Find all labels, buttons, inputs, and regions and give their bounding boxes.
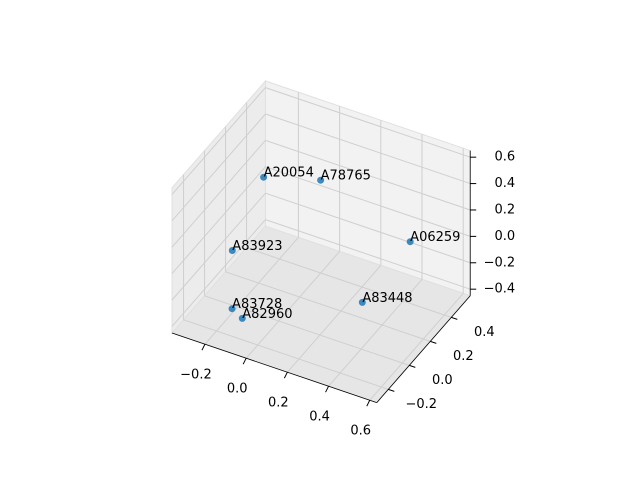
x-tick-label: 0.6	[350, 424, 371, 439]
y-tick	[409, 364, 416, 368]
x-tick	[283, 371, 288, 379]
grid-line	[246, 247, 452, 318]
grid-line	[225, 271, 431, 342]
grid-line	[171, 113, 266, 222]
grid-line	[286, 265, 382, 373]
x-tick	[325, 385, 330, 393]
z-tick-label: 0.2	[495, 202, 516, 217]
point	[358, 298, 366, 306]
z-tick-label: −0.4	[484, 282, 516, 297]
point	[228, 305, 236, 313]
grid-line	[265, 87, 471, 158]
z-tick-label: 0.0	[495, 229, 516, 244]
grid-line	[369, 293, 464, 401]
grid-line	[245, 251, 340, 359]
x-tick-label: 0.0	[227, 382, 248, 397]
grid-line	[265, 166, 471, 237]
grid-line	[171, 87, 266, 195]
x-tick-label: 0.2	[268, 396, 289, 411]
y-tick-label: −0.2	[406, 397, 438, 412]
x-tick	[201, 343, 206, 351]
grid-line	[183, 319, 389, 390]
point-label: A82960	[242, 307, 292, 322]
y-tick-label: 0.4	[474, 325, 495, 340]
point-label: A83728	[232, 297, 282, 312]
y-tick	[388, 388, 395, 392]
grid-line	[171, 166, 266, 274]
y-tick	[430, 340, 437, 344]
point	[228, 247, 236, 254]
grid-line	[265, 219, 471, 290]
grid-line	[265, 113, 471, 185]
y-tick	[451, 316, 458, 320]
y-axis	[376, 295, 471, 403]
grid-line	[265, 139, 471, 211]
point-label: A83923	[232, 239, 282, 254]
grid-line	[171, 140, 266, 248]
point	[260, 173, 268, 181]
x-tick-label: 0.4	[309, 410, 330, 425]
z-tick-label: 0.4	[495, 176, 516, 191]
z-tick-label: −0.2	[484, 255, 516, 270]
point-label: A06259	[410, 230, 460, 245]
grid-line	[171, 219, 266, 327]
grid-line	[204, 237, 299, 345]
x-tick-label: −0.2	[180, 368, 212, 383]
point	[317, 176, 325, 184]
point	[238, 314, 246, 322]
point-label: A78765	[321, 169, 371, 184]
point	[406, 238, 414, 246]
x-tick	[242, 357, 247, 365]
grid-line	[328, 279, 423, 387]
x-axis	[171, 332, 377, 403]
z-tick-label: 0.6	[495, 150, 516, 165]
grid-line	[204, 295, 410, 366]
grid-line	[171, 192, 266, 301]
y-tick-label: 0.0	[432, 373, 453, 388]
y-tick-label: 0.2	[453, 349, 474, 364]
point-label: A20054	[264, 166, 314, 181]
x-tick	[366, 399, 371, 407]
point-label: A83448	[362, 291, 412, 306]
grid-line	[265, 192, 471, 264]
